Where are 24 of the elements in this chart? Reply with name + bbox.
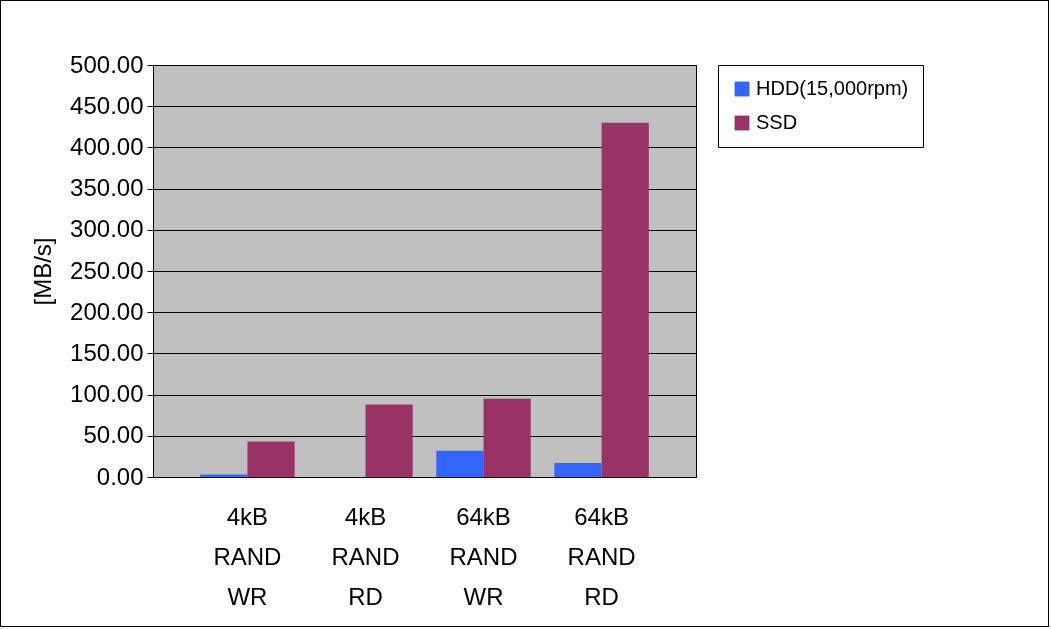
bar — [483, 398, 531, 477]
y-axis-title: [MB/s] — [29, 237, 57, 306]
x-tick-label: 64kB RAND RD — [567, 502, 636, 610]
bar — [436, 450, 484, 477]
y-tick-label: 250.00 — [70, 256, 144, 284]
legend-label: HDD(15,000rpm) — [756, 77, 909, 99]
bar — [365, 404, 413, 477]
bar — [601, 122, 649, 477]
legend-label: SSD — [756, 111, 798, 133]
bar — [247, 441, 295, 477]
y-tick-label: 400.00 — [70, 132, 144, 160]
y-tick-label: 100.00 — [70, 380, 144, 408]
x-tick-label: 64kB RAND WR — [449, 502, 518, 610]
y-tick-label: 450.00 — [70, 91, 144, 119]
y-tick-label: 150.00 — [70, 338, 144, 366]
y-tick-label: 300.00 — [70, 215, 144, 243]
bar — [554, 462, 602, 477]
y-tick-label: 50.00 — [83, 421, 144, 449]
y-tick-label: 350.00 — [70, 174, 144, 202]
y-tick-label: 500.00 — [70, 50, 144, 78]
y-tick-label: 0.00 — [96, 462, 144, 490]
y-tick-label: 200.00 — [70, 297, 144, 325]
x-tick-label: 4kB RAND RD — [331, 502, 400, 610]
x-tick-label: 4kB RAND WR — [213, 502, 282, 610]
